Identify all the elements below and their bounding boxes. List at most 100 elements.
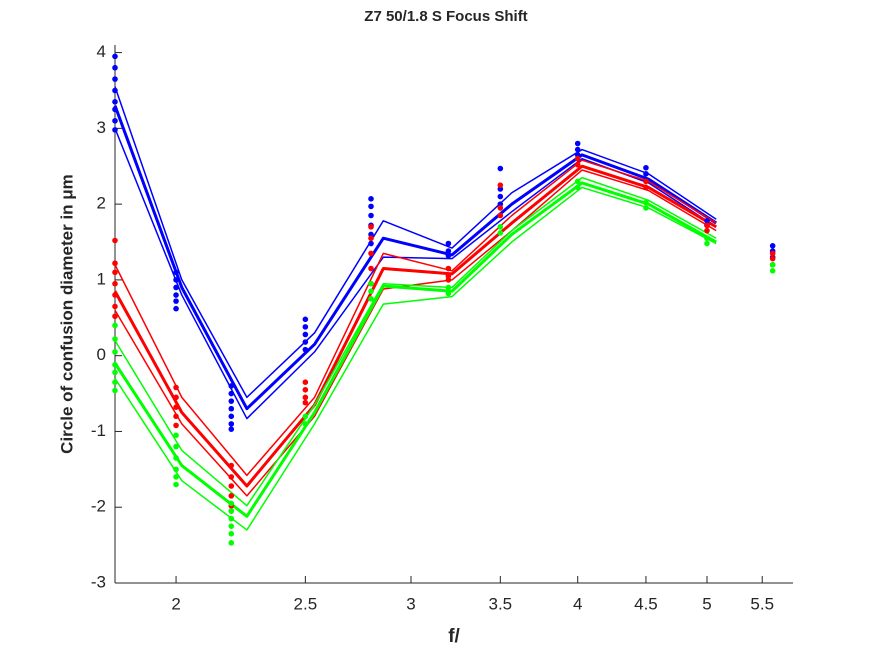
x-tick-label: 5	[702, 594, 711, 613]
data-point	[228, 390, 235, 397]
data-point	[173, 305, 179, 312]
data-point	[302, 394, 309, 401]
data-point	[173, 466, 179, 473]
data-point	[173, 269, 179, 276]
data-point	[497, 165, 504, 172]
data-point	[302, 331, 309, 338]
data-point	[302, 316, 309, 323]
data-point	[112, 53, 118, 60]
data-point	[497, 212, 504, 219]
data-line	[114, 86, 717, 399]
x-tick-label: 4.5	[634, 594, 658, 613]
data-point	[445, 277, 452, 283]
data-point	[574, 146, 581, 153]
data-point	[368, 212, 374, 219]
data-point	[302, 324, 309, 330]
data-point	[704, 227, 710, 234]
data-line	[114, 159, 717, 477]
data-point	[368, 280, 374, 287]
data-point	[302, 421, 309, 427]
data-point	[497, 224, 504, 230]
y-axis-label: Circle of confusion diameter in μm	[57, 174, 76, 454]
x-axis-label: f/	[448, 626, 460, 647]
data-point	[368, 224, 374, 230]
data-point	[643, 199, 649, 206]
data-point	[228, 462, 235, 469]
data-point	[574, 161, 581, 168]
data-point	[368, 240, 374, 247]
x-tick-label: 3	[406, 594, 415, 613]
data-point	[643, 171, 649, 177]
data-point	[228, 398, 235, 404]
data-point	[368, 288, 374, 295]
data-point	[302, 346, 309, 353]
data-point	[445, 240, 452, 247]
data-point	[228, 523, 235, 529]
data-point	[173, 422, 179, 429]
data-point	[112, 260, 118, 267]
y-tick-label: -3	[91, 572, 106, 591]
data-point	[228, 426, 235, 432]
data-point	[173, 432, 179, 439]
data-point	[112, 387, 118, 394]
data-point	[643, 178, 649, 185]
data-point	[112, 303, 118, 310]
data-point	[173, 394, 179, 401]
y-tick-label: 4	[97, 42, 106, 61]
data-point	[368, 235, 374, 242]
data-point	[574, 155, 581, 162]
data-point	[302, 339, 309, 345]
y-tick-label: 0	[97, 345, 106, 364]
data-point	[497, 193, 504, 200]
data-point	[769, 250, 776, 257]
data-line	[113, 105, 718, 411]
data-line	[113, 181, 717, 518]
data-point	[112, 269, 118, 276]
data-point	[173, 404, 179, 411]
data-point	[112, 280, 118, 287]
data-point	[228, 508, 235, 514]
data-point	[112, 127, 118, 133]
data-point	[173, 384, 179, 391]
data-point	[769, 243, 776, 249]
data-point	[112, 87, 118, 94]
data-point	[228, 483, 235, 489]
data-point	[302, 379, 309, 385]
data-point	[302, 399, 309, 406]
data-point	[228, 530, 235, 537]
data-point	[497, 205, 504, 211]
data-point	[112, 313, 118, 320]
data-point	[228, 500, 235, 507]
data-point	[445, 248, 452, 254]
data-point	[445, 265, 452, 272]
data-point	[112, 64, 118, 71]
data-point	[704, 222, 710, 229]
data-point	[112, 117, 118, 124]
data-point	[574, 140, 581, 147]
y-tick-label: 2	[97, 194, 106, 213]
data-point	[368, 203, 374, 210]
data-point	[643, 164, 649, 171]
data-point	[302, 386, 309, 393]
data-point	[112, 379, 118, 385]
data-point	[368, 265, 374, 272]
data-point	[497, 182, 504, 188]
data-point	[302, 413, 309, 420]
data-point	[497, 230, 504, 236]
data-line	[113, 164, 717, 488]
data-point	[769, 261, 776, 268]
data-point	[173, 481, 179, 488]
data-point	[112, 361, 118, 368]
data-point	[112, 322, 118, 329]
data-point	[704, 240, 710, 247]
data-point	[112, 369, 118, 376]
data-point	[228, 383, 235, 389]
data-point	[445, 284, 452, 291]
y-tick-label: 3	[97, 118, 106, 137]
x-tick-label: 3.5	[489, 594, 513, 613]
data-point	[228, 540, 235, 546]
data-point	[228, 413, 235, 420]
data-point	[445, 290, 452, 297]
data-point	[112, 76, 118, 82]
y-tick-label: -2	[91, 497, 106, 516]
